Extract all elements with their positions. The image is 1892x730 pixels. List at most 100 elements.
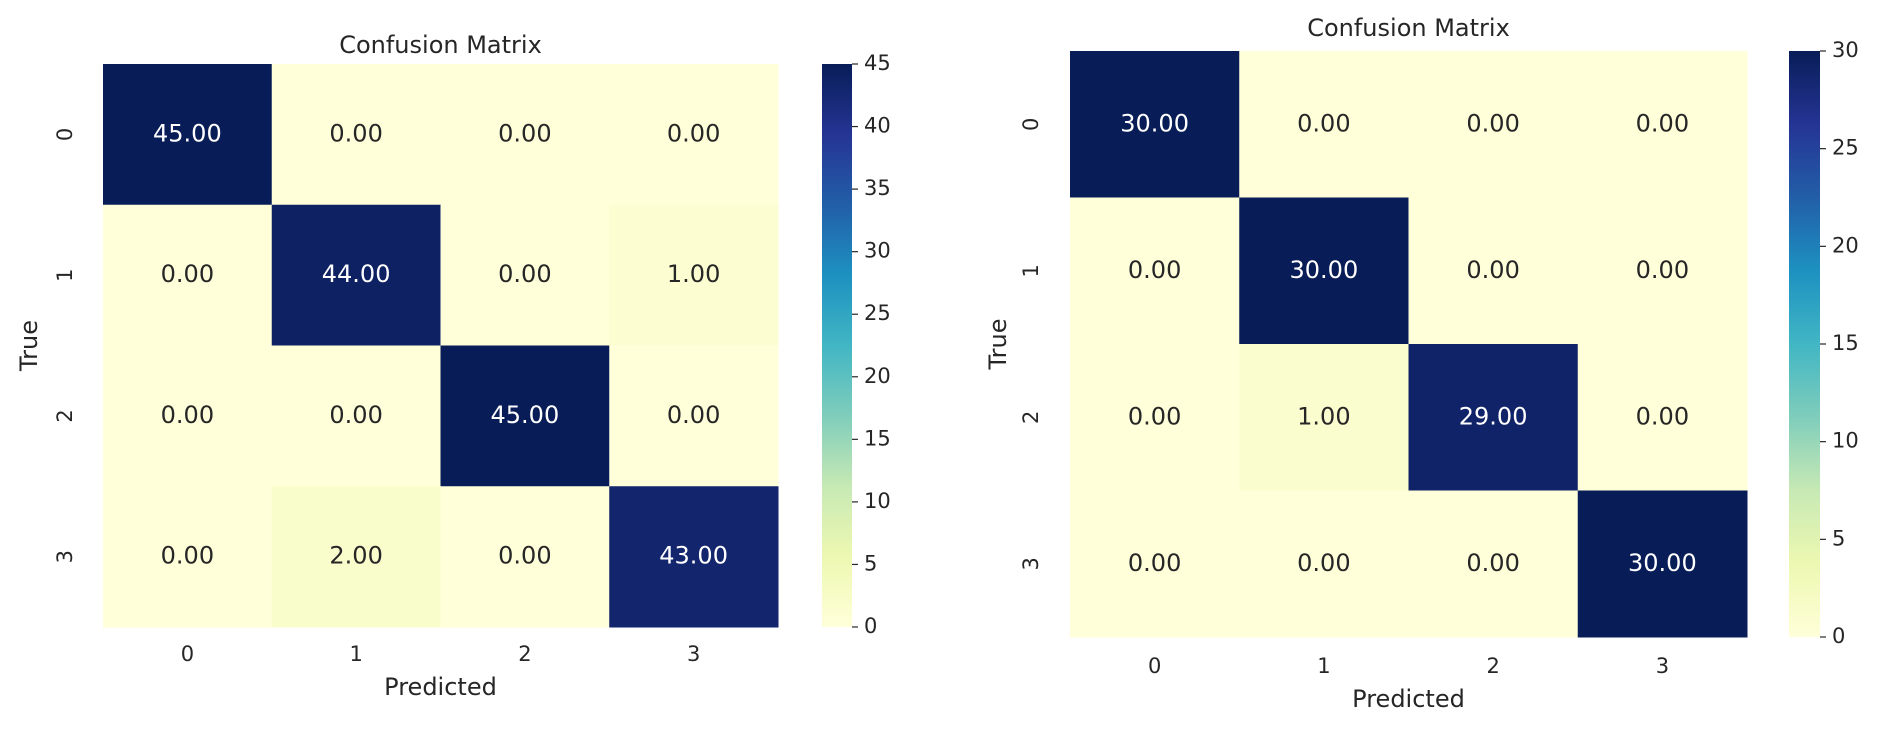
- heatmap-cell: [1070, 490, 1240, 638]
- colorbar-tick-label: 15: [1832, 331, 1859, 355]
- colorbar-tick-label: 15: [864, 426, 891, 450]
- heatmap-cell: [103, 64, 273, 206]
- cell-label: 2.00: [329, 542, 382, 570]
- cell-label: 43.00: [659, 542, 728, 570]
- x-tick-label: 1: [1317, 654, 1330, 678]
- chart-title: Confusion Matrix: [339, 31, 542, 59]
- cell-label: 0.00: [667, 401, 720, 429]
- colorbar-tick-label: 20: [1832, 233, 1859, 257]
- colorbar-tick-label: 40: [864, 114, 891, 138]
- cell-label: 0.00: [1466, 256, 1519, 284]
- x-tick-label: 2: [518, 642, 531, 666]
- y-tick-label: 2: [53, 409, 77, 422]
- colorbar-tick-label: 5: [1832, 526, 1845, 550]
- heatmap-cell: [609, 64, 779, 206]
- colorbar-tick-label: 0: [1832, 624, 1845, 648]
- x-tick-label: 0: [181, 642, 194, 666]
- heatmap-cell: [271, 486, 441, 628]
- heatmap-cell: [1408, 197, 1579, 345]
- y-axis-label: True: [984, 319, 1012, 371]
- y-axis-label: True: [15, 320, 43, 372]
- cell-label: 29.00: [1459, 402, 1528, 430]
- colorbar-tick-label: 10: [1832, 429, 1859, 453]
- cell-label: 44.00: [322, 260, 391, 288]
- colorbar: [1789, 51, 1820, 637]
- cell-label: 0.00: [1466, 549, 1519, 577]
- cell-label: 0.00: [161, 542, 214, 570]
- heatmap-cell: [609, 204, 779, 346]
- heatmap-cell: [1577, 197, 1748, 345]
- heatmap-cell: [1408, 51, 1579, 198]
- colorbar-tick-label: 35: [864, 176, 891, 200]
- heatmap-cell: [1577, 490, 1748, 638]
- heatmap-cell: [1239, 197, 1409, 345]
- colorbar-tick-label: 30: [1832, 38, 1859, 62]
- x-axis-label: Predicted: [384, 673, 497, 701]
- heatmap-cell: [609, 345, 779, 487]
- cell-label: 0.00: [1636, 109, 1689, 137]
- cell-label: 0.00: [498, 119, 551, 147]
- heatmap-cell: [1070, 51, 1240, 198]
- cell-label: 0.00: [1636, 256, 1689, 284]
- heatmap-cell: [440, 345, 610, 487]
- colorbar-tick-label: 45: [864, 51, 891, 75]
- heatmap-cell: [1408, 344, 1579, 491]
- cell-label: 0.00: [161, 260, 214, 288]
- colorbar-tick-label: 30: [864, 239, 891, 263]
- heatmap-cell: [440, 64, 610, 206]
- heatmap-cell: [103, 486, 273, 628]
- cell-label: 1.00: [667, 260, 720, 288]
- cell-label: 45.00: [153, 119, 222, 147]
- cell-label: 0.00: [1128, 402, 1181, 430]
- cell-label: 0.00: [329, 119, 382, 147]
- cell-label: 0.00: [498, 260, 551, 288]
- cell-label: 0.00: [1128, 256, 1181, 284]
- colorbar-tick-label: 20: [864, 364, 891, 388]
- heatmap-cell: [1239, 344, 1409, 491]
- heatmap-cell: [609, 486, 779, 628]
- x-axis-label: Predicted: [1352, 685, 1465, 713]
- heatmap-cell: [1070, 197, 1240, 345]
- cell-label: 0.00: [498, 542, 551, 570]
- cell-label: 0.00: [1466, 109, 1519, 137]
- cell-label: 30.00: [1290, 256, 1359, 284]
- y-tick-label: 1: [1019, 264, 1043, 277]
- y-tick-label: 3: [53, 550, 77, 563]
- colorbar-tick-label: 10: [864, 489, 891, 513]
- cell-label: 45.00: [491, 401, 560, 429]
- heatmap-cell: [271, 345, 441, 487]
- cell-label: 0.00: [1297, 109, 1350, 137]
- colorbar-tick-label: 0: [864, 614, 877, 638]
- x-tick-label: 0: [1148, 654, 1161, 678]
- heatmap-cell: [103, 204, 273, 346]
- colorbar-tick-label: 5: [864, 551, 877, 575]
- y-tick-label: 0: [1019, 118, 1043, 131]
- chart-title: Confusion Matrix: [1307, 14, 1510, 42]
- x-tick-label: 1: [349, 642, 362, 666]
- cell-label: 0.00: [667, 119, 720, 147]
- heatmap-cell: [103, 345, 273, 487]
- cell-label: 0.00: [329, 401, 382, 429]
- cell-label: 1.00: [1297, 402, 1350, 430]
- y-tick-label: 0: [53, 128, 77, 141]
- heatmap-cell: [440, 204, 610, 346]
- heatmap-cell: [1577, 51, 1748, 198]
- x-tick-label: 3: [1656, 654, 1669, 678]
- heatmap-cell: [1408, 490, 1579, 638]
- heatmap-cell: [1070, 344, 1240, 491]
- heatmap-cell: [271, 204, 441, 346]
- cell-label: 0.00: [161, 401, 214, 429]
- y-tick-label: 2: [1019, 411, 1043, 424]
- cell-label: 0.00: [1297, 549, 1350, 577]
- cell-label: 0.00: [1128, 549, 1181, 577]
- x-tick-label: 3: [687, 642, 700, 666]
- heatmap-cell: [1239, 490, 1409, 638]
- heatmap-cell: [1239, 51, 1409, 198]
- colorbar-tick-label: 25: [1832, 136, 1859, 160]
- colorbar: [822, 64, 852, 627]
- x-tick-label: 2: [1486, 654, 1499, 678]
- cell-label: 30.00: [1628, 549, 1697, 577]
- heatmap-cell: [1577, 344, 1748, 491]
- cell-label: 30.00: [1120, 109, 1189, 137]
